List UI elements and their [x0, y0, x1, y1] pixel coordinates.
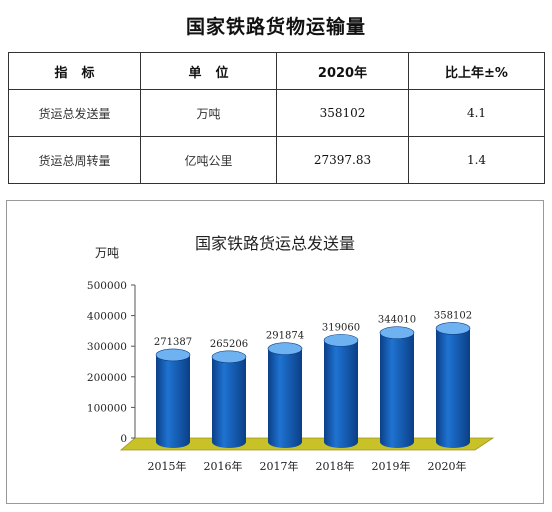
- cell-indicator: 货运总发送量: [8, 89, 141, 137]
- bar: [380, 332, 414, 448]
- stats-table: 指标 单位 2020年 比上年±% 货运总发送量 万吨 358102 4.1 货…: [8, 52, 545, 184]
- y-tick-label: 200000: [87, 372, 127, 384]
- x-tick-label: 2019年: [372, 459, 411, 473]
- bar: [212, 356, 246, 448]
- data-label: 358102: [434, 310, 472, 321]
- chart-title: 国家铁路货运总发送量: [195, 234, 355, 253]
- cell-value: 27397.83: [276, 136, 409, 184]
- y-tick-label: 0: [120, 433, 127, 445]
- x-tick-label: 2017年: [260, 459, 299, 473]
- y-tick-label: 500000: [87, 280, 127, 292]
- data-label: 319060: [322, 322, 360, 333]
- bar-top: [323, 334, 359, 347]
- cell-change: 1.4: [408, 136, 545, 184]
- y-tick-label: 300000: [87, 341, 127, 353]
- bar-top: [267, 342, 303, 355]
- data-label: 291874: [266, 331, 304, 342]
- header-year: 2020年: [276, 52, 409, 90]
- y-tick-label: 100000: [87, 402, 127, 414]
- x-tick-label: 2015年: [148, 459, 187, 473]
- header-unit: 单位: [140, 52, 277, 90]
- table-header-row: 指标 单位 2020年 比上年±%: [8, 52, 545, 90]
- data-label: 265206: [210, 339, 248, 350]
- x-tick-label: 2016年: [204, 459, 243, 473]
- chart-frame: 国家铁路货运总发送量 万吨 0 100000 200000 300000 400000 5…: [6, 200, 544, 504]
- header-indicator: 指标: [8, 52, 141, 90]
- page-title: 国家铁路货物运输量: [185, 16, 366, 38]
- x-tick-label: 2018年: [316, 459, 355, 473]
- cell-unit: 亿吨公里: [140, 136, 277, 184]
- table-row: 货运总周转量 亿吨公里 27397.83 1.4: [8, 136, 545, 184]
- cell-value: 358102: [276, 89, 409, 137]
- bar: [324, 340, 358, 448]
- cell-indicator: 货运总周转量: [8, 136, 141, 184]
- cell-unit: 万吨: [140, 89, 277, 137]
- bar-top: [211, 350, 247, 364]
- bar: [436, 328, 470, 448]
- bar-chart: 国家铁路货运总发送量 万吨 0 100000 200000 300000 400000 5…: [87, 234, 495, 473]
- x-tick-label: 2020年: [428, 459, 467, 473]
- bar: [156, 354, 190, 448]
- bar-top: [379, 326, 415, 340]
- y-tick-label: 400000: [87, 311, 127, 323]
- table-row: 货运总发送量 万吨 358102 4.1: [8, 89, 545, 137]
- header-change: 比上年±%: [408, 52, 545, 90]
- bar-top: [155, 348, 191, 362]
- bar-top: [435, 322, 471, 335]
- cell-change: 4.1: [408, 89, 545, 137]
- bar: [268, 348, 302, 448]
- y-unit-label: 万吨: [95, 246, 119, 260]
- data-label: 271387: [154, 337, 192, 348]
- data-label: 344010: [378, 315, 416, 326]
